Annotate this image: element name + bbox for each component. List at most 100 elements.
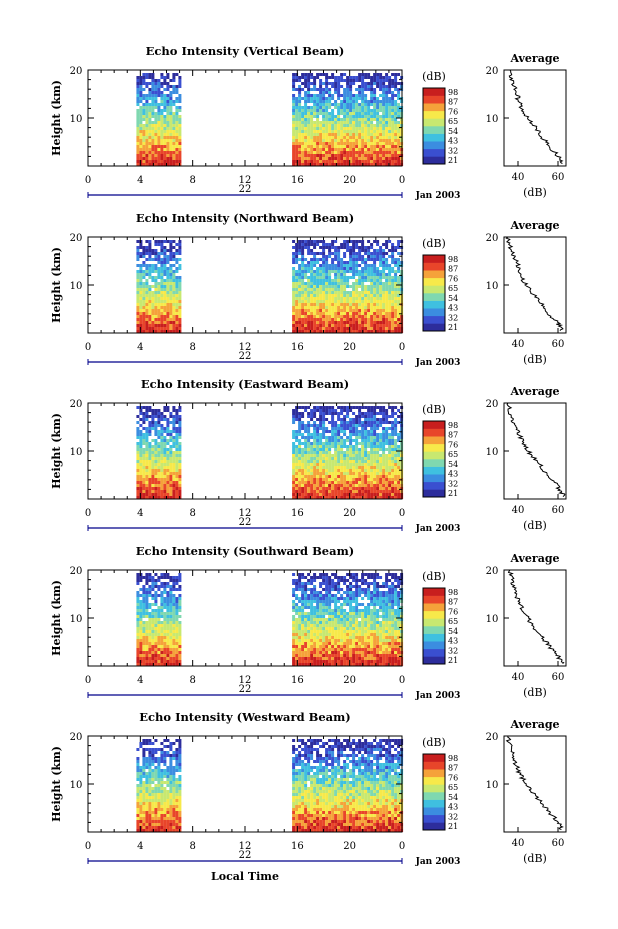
heatmap-cell <box>325 127 329 130</box>
heatmap-cell <box>334 412 338 415</box>
heatmap-cell <box>346 484 350 487</box>
heatmap-cell <box>361 469 365 472</box>
heatmap-cell <box>316 139 320 142</box>
heatmap-cell <box>295 496 299 499</box>
heatmap-cell <box>370 475 374 478</box>
heatmap-cell <box>151 324 155 327</box>
heatmap-cell <box>349 97 353 100</box>
heatmap-cell <box>169 255 173 258</box>
heatmap-cell <box>145 621 149 624</box>
heatmap-cell <box>340 157 344 160</box>
heatmap-cell <box>136 300 140 303</box>
heatmap-cell <box>163 645 167 648</box>
heatmap-cell <box>340 327 344 330</box>
heatmap-cell <box>310 448 314 451</box>
heatmap-cell <box>139 609 143 612</box>
heatmap-cell <box>307 448 311 451</box>
heatmap-cell <box>157 297 161 300</box>
heatmap-cell <box>154 478 158 481</box>
heatmap-cell <box>328 106 332 109</box>
heatmap-cell <box>343 261 347 264</box>
heatmap-cell <box>388 85 392 88</box>
heatmap-cell <box>145 609 149 612</box>
heatmap-cell <box>160 448 164 451</box>
x-tick-label: 8 <box>189 175 195 186</box>
heatmap-cell <box>322 249 326 252</box>
heatmap-cell <box>391 288 395 291</box>
heatmap-cell <box>139 276 143 279</box>
heatmap-cell <box>148 430 152 433</box>
heatmap-cell <box>148 267 152 270</box>
heatmap-cell <box>172 121 176 124</box>
colorbar-segment <box>423 148 445 157</box>
heatmap-cell <box>301 124 305 127</box>
heatmap-cell <box>295 439 299 442</box>
heatmap-cell <box>337 261 341 264</box>
heatmap-cell <box>391 439 395 442</box>
heatmap-cell <box>328 406 332 409</box>
heatmap-cell <box>295 448 299 451</box>
heatmap-cell <box>169 660 173 663</box>
heatmap-cell <box>145 418 149 421</box>
avg-y-tick-label: 20 <box>486 66 499 77</box>
heatmap-cell <box>160 136 164 139</box>
heatmap-cell <box>301 252 305 255</box>
heatmap-cell <box>349 79 353 82</box>
heatmap-cell <box>175 127 179 130</box>
heatmap-cell <box>382 255 386 258</box>
heatmap-cell <box>169 294 173 297</box>
heatmap-cell <box>154 148 158 151</box>
heatmap-cell <box>301 240 305 243</box>
heatmap-cell <box>325 243 329 246</box>
heatmap-cell <box>163 294 167 297</box>
heatmap-cell <box>358 406 362 409</box>
heatmap-cell <box>385 154 389 157</box>
heatmap-cell <box>301 258 305 261</box>
heatmap-cell <box>301 261 305 264</box>
heatmap-cell <box>331 157 335 160</box>
heatmap-cell <box>373 484 377 487</box>
heatmap-cell <box>151 612 155 615</box>
heatmap-cell <box>373 130 377 133</box>
heatmap-cell <box>352 463 356 466</box>
heatmap-cell <box>340 145 344 148</box>
heatmap-cell <box>301 309 305 312</box>
heatmap-cell <box>322 418 326 421</box>
heatmap-cell <box>325 303 329 306</box>
heatmap-cell <box>379 258 383 261</box>
heatmap-cell <box>379 297 383 300</box>
heatmap-cell <box>169 324 173 327</box>
heatmap-cell <box>349 306 353 309</box>
heatmap-cell <box>379 469 383 472</box>
heatmap-cell <box>298 472 302 475</box>
heatmap-cell <box>310 484 314 487</box>
heatmap-cell <box>298 115 302 118</box>
heatmap-cell <box>166 139 170 142</box>
heatmap-cell <box>178 430 182 433</box>
heatmap-cell <box>175 115 179 118</box>
heatmap-cell <box>397 409 401 412</box>
heatmap-cell <box>394 276 398 279</box>
heatmap-cell <box>157 330 161 333</box>
heatmap-cell <box>139 490 143 493</box>
heatmap-cell <box>163 124 167 127</box>
heatmap-cell <box>169 160 173 163</box>
heatmap-cell <box>307 276 311 279</box>
heatmap-cell <box>388 76 392 79</box>
heatmap-cell <box>367 133 371 136</box>
heatmap-cell <box>322 148 326 151</box>
heatmap-cell <box>139 651 143 654</box>
heatmap-cell <box>337 118 341 121</box>
heatmap-cell <box>157 475 161 478</box>
heatmap-cell <box>331 442 335 445</box>
heatmap-cell <box>337 427 341 430</box>
heatmap-cell <box>391 433 395 436</box>
heatmap-cell <box>337 124 341 127</box>
heatmap-cell <box>364 76 368 79</box>
heatmap-cell <box>352 478 356 481</box>
heatmap-cell <box>355 448 359 451</box>
heatmap-cell <box>295 97 299 100</box>
heatmap-cell <box>358 130 362 133</box>
heatmap-cell <box>349 154 353 157</box>
heatmap-cell <box>136 130 140 133</box>
